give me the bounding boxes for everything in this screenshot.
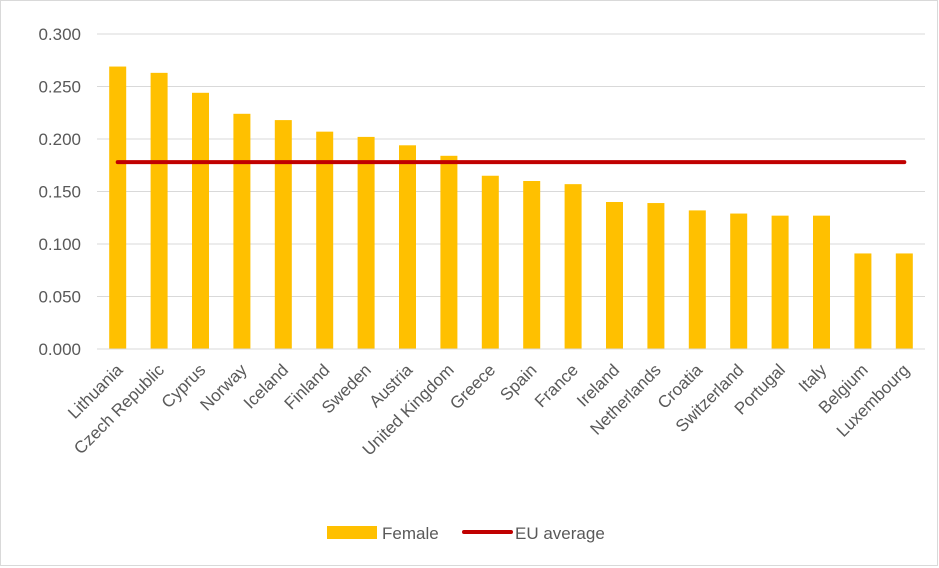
- bar-spain: [523, 181, 541, 349]
- bar-ireland: [606, 202, 623, 349]
- bar-norway: [233, 113, 251, 349]
- bar-austria: [399, 145, 416, 349]
- legend-label-female: Female: [382, 524, 439, 543]
- y-tick-label: 0.250: [38, 78, 81, 97]
- y-axis-tick-labels: 0.000 0.050 0.100 0.150 0.200 0.250 0.300: [38, 25, 81, 359]
- bar-cyprus: [192, 92, 209, 350]
- legend-label-eu-average: EU average: [515, 524, 605, 543]
- bar-series-female: [109, 66, 913, 350]
- gridlines: [97, 33, 925, 297]
- y-tick-label: 0.200: [38, 130, 81, 149]
- bar-switzerland: [730, 213, 748, 349]
- y-tick-label: 0.000: [38, 340, 81, 359]
- bar-iceland: [274, 120, 292, 349]
- bar-luxembourg: [895, 253, 913, 349]
- bar-lithuania: [109, 66, 127, 350]
- x-category-label: Greece: [446, 360, 499, 413]
- y-tick-label: 0.150: [38, 183, 81, 202]
- x-category-label: Norway: [197, 360, 252, 415]
- bar-croatia: [688, 210, 706, 349]
- x-category-label: France: [531, 360, 582, 411]
- bar-czech-republic: [150, 72, 168, 349]
- legend: Female EU average: [327, 524, 605, 543]
- bar-sweden: [357, 136, 375, 349]
- bar-united-kingdom: [440, 155, 458, 349]
- bar-finland: [316, 131, 334, 349]
- y-tick-label: 0.300: [38, 25, 81, 44]
- legend-swatch-female: [327, 526, 377, 539]
- bar-greece: [481, 175, 499, 349]
- bar-belgium: [854, 253, 872, 349]
- bar-netherlands: [647, 203, 665, 349]
- bar-portugal: [771, 215, 789, 349]
- y-tick-label: 0.100: [38, 235, 81, 254]
- x-category-label: Italy: [795, 360, 831, 396]
- bar-france: [564, 184, 582, 349]
- bar-italy: [813, 215, 830, 349]
- y-tick-label: 0.050: [38, 288, 81, 307]
